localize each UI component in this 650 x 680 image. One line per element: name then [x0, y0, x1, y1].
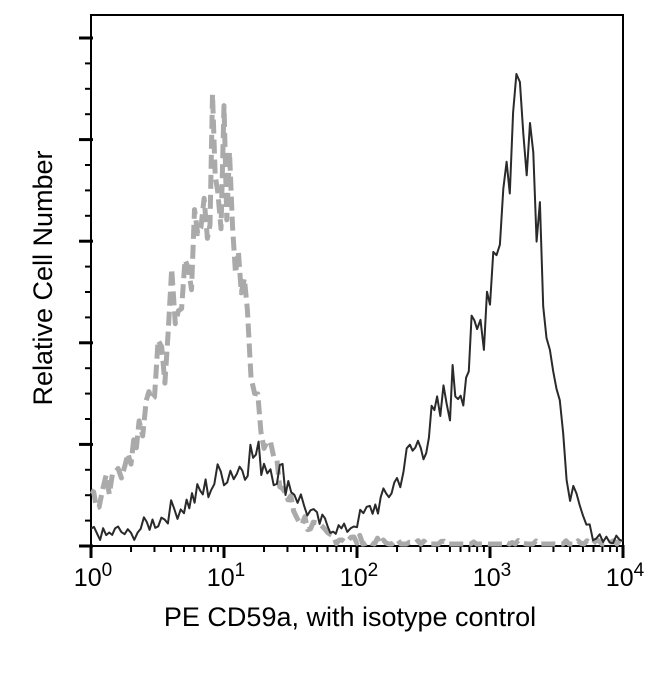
- y-axis-ticks: [79, 36, 93, 548]
- isotype-control-histogram: [89, 91, 626, 547]
- pe-cd59a-histogram: [90, 73, 624, 545]
- y-axis-title: Relative Cell Number: [28, 150, 58, 405]
- series-group: [89, 73, 626, 547]
- x-tick-label: 100: [74, 560, 112, 592]
- x-tick-label: 101: [207, 560, 245, 592]
- x-tick-label: 103: [473, 560, 511, 592]
- plot-area: [90, 14, 624, 547]
- x-axis-title: PE CD59a, with isotype control: [164, 602, 536, 632]
- x-tick-label: 102: [340, 560, 378, 592]
- x-tick-labels: 100 101 102 103 104: [74, 560, 645, 592]
- x-tick-label: 104: [606, 560, 645, 592]
